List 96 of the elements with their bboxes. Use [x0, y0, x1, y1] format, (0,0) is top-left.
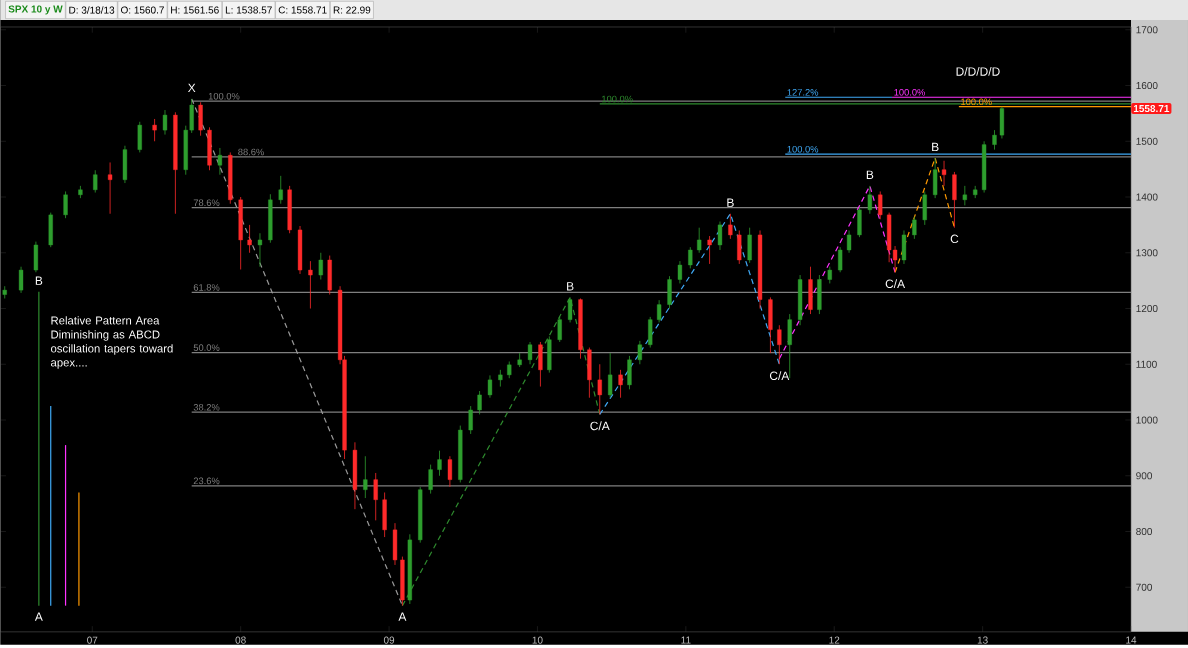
- annotation: Relative Pattern Area Diminishing as ABCD oscillation tapers toward apex....: [51, 316, 173, 369]
- annotation: B: [567, 282, 574, 291]
- candlestick: [867, 185, 872, 215]
- text: H: 1561.56: [171, 6, 219, 14]
- candlestick: [878, 191, 883, 220]
- text: C: 1558.71: [278, 6, 327, 14]
- candlestick: [838, 246, 843, 273]
- candlestick: [912, 216, 917, 240]
- x-tick-label: 08: [235, 636, 246, 644]
- candlestick: [608, 352, 613, 399]
- annotation: B: [866, 170, 874, 179]
- annotation: C/A: [590, 421, 610, 431]
- series-label: 100.0%: [961, 98, 992, 106]
- x-tick-label: 09: [383, 636, 395, 644]
- annotation: B: [932, 142, 939, 152]
- candlestick: [308, 260, 313, 309]
- x-tick-label: 10: [532, 636, 543, 644]
- x-tick-label: 07: [87, 636, 98, 644]
- series-label: 78.6%: [193, 199, 220, 206]
- x-tick-label: 12: [829, 636, 840, 644]
- candlestick: [527, 341, 533, 365]
- annotation: D/D/D/D: [956, 66, 1000, 76]
- candlestick: [93, 169, 98, 193]
- annotation: B: [35, 276, 43, 285]
- candlestick: [247, 224, 252, 254]
- series-label: 23.6%: [193, 477, 220, 485]
- y-tick-label: 1600: [1136, 81, 1158, 90]
- candlestick: [107, 162, 113, 215]
- y-tick-label: 700: [1136, 583, 1153, 591]
- series-label: 100.0%: [208, 92, 240, 100]
- candlestick: [697, 227, 702, 254]
- candlestick: [941, 160, 947, 187]
- y-tick-label: 1300: [1136, 249, 1158, 257]
- candlestick: [318, 252, 323, 280]
- candlestick: [962, 185, 967, 206]
- candlestick: [846, 230, 852, 254]
- candlestick: [152, 118, 157, 142]
- y-tick-label: 800: [1136, 527, 1153, 536]
- candlestick: [18, 266, 24, 294]
- annotation: A: [34, 612, 43, 621]
- chart-title: SPX 10 y W: [8, 5, 63, 15]
- candlestick: [637, 340, 642, 365]
- series-label: 38.2%: [193, 403, 220, 411]
- candlestick: [597, 363, 602, 415]
- annotation: C: [950, 234, 959, 244]
- annotation: C/A: [769, 371, 790, 380]
- series-label: 100.0%: [894, 89, 926, 96]
- candlestick: [217, 147, 223, 176]
- series-label: 88.6%: [238, 148, 264, 156]
- series-label: 50.0%: [193, 344, 220, 351]
- candlestick: [618, 369, 623, 399]
- text: R: 22.99: [333, 6, 371, 14]
- candlestick: [728, 213, 733, 240]
- annotation: C/A: [885, 279, 906, 288]
- x-tick-label: 13: [977, 636, 988, 644]
- text: O: 1560.7: [121, 6, 164, 14]
- candlestick: [487, 374, 493, 399]
- series-label: 61.8%: [193, 284, 220, 291]
- candlestick: [447, 455, 453, 488]
- x-tick-label: 11: [681, 636, 691, 644]
- candlestick: [363, 455, 368, 499]
- y-tick-label: 1700: [1136, 26, 1158, 34]
- candlestick: [992, 129, 997, 150]
- series-label: 100.0%: [602, 95, 633, 103]
- candlestick: [477, 390, 482, 415]
- y-tick-label: 1400: [1136, 193, 1158, 201]
- candlestick: [468, 405, 473, 435]
- annotation: A: [398, 612, 407, 621]
- text: L: 1538.57: [225, 6, 272, 14]
- candlestick: [657, 299, 662, 323]
- candlestick: [707, 235, 712, 265]
- y-tick-label: 1100: [1136, 360, 1157, 368]
- candlestick: [717, 221, 723, 251]
- candlestick: [777, 324, 782, 365]
- text: D: 3/18/13: [69, 6, 115, 14]
- candlestick: [278, 175, 283, 205]
- candlestick: [63, 191, 68, 219]
- annotation: B: [727, 198, 734, 207]
- y-tick-label: 1000: [1136, 416, 1158, 424]
- candlestick: [373, 472, 378, 521]
- candlestick: [688, 246, 693, 269]
- annotation: X: [187, 83, 196, 92]
- candlestick: [677, 260, 683, 284]
- candlestick: [162, 109, 168, 135]
- text: 1558.71: [1133, 104, 1170, 113]
- candlestick: [257, 232, 263, 268]
- candlestick: [557, 316, 562, 343]
- y-tick-label: 1500: [1136, 137, 1158, 145]
- x-tick-label: 14: [1126, 636, 1137, 644]
- candlestick: [428, 464, 433, 494]
- series-label: 127.2%: [787, 89, 819, 96]
- y-tick-label: 1200: [1136, 304, 1158, 313]
- series-label: 100.0%: [787, 145, 819, 153]
- candlestick: [567, 296, 573, 323]
- y-tick-label: 900: [1136, 472, 1153, 480]
- candlestick: [437, 450, 442, 477]
